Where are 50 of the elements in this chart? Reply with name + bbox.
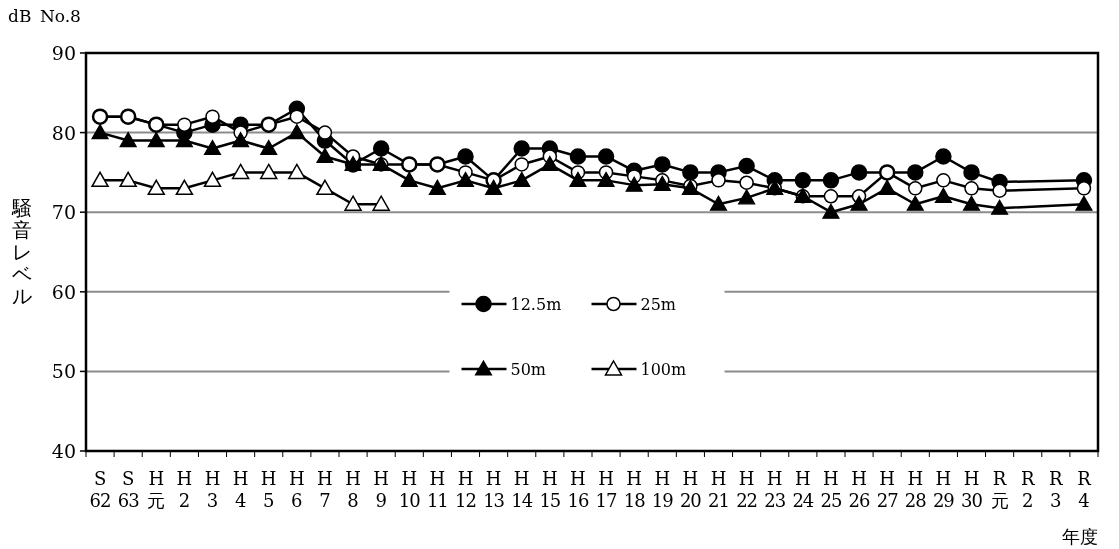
x-tick-label: H8 bbox=[345, 468, 361, 511]
x-tick-label: H18 bbox=[623, 468, 646, 511]
y-tick-label: 90 bbox=[51, 42, 76, 64]
y-tick-label: 60 bbox=[51, 280, 76, 303]
x-tick-label: H12 bbox=[455, 468, 476, 511]
legend-label: 12.5m bbox=[510, 295, 562, 314]
x-tick-label: H9 bbox=[373, 468, 390, 511]
x-tick-label: H29 bbox=[932, 468, 955, 511]
x-tick-label: H19 bbox=[651, 468, 674, 511]
x-tick-label: R2 bbox=[1020, 468, 1035, 511]
x-tick-label: H3 bbox=[204, 468, 221, 511]
y-tick-label: 40 bbox=[51, 440, 76, 462]
y-axis-title: 騒音レベル bbox=[11, 196, 32, 308]
x-tick-label: H22 bbox=[736, 468, 758, 511]
chart-title: No.8 bbox=[39, 6, 81, 26]
x-tick-label: H4 bbox=[232, 468, 249, 511]
x-tick-label: H26 bbox=[848, 468, 871, 511]
x-tick-label: H2 bbox=[176, 468, 193, 511]
x-tick-label: H20 bbox=[679, 468, 702, 511]
y-tick-label: 80 bbox=[51, 121, 76, 144]
x-tick-label: H13 bbox=[483, 468, 505, 511]
x-tick-label: H24 bbox=[792, 468, 814, 511]
x-tick-label: H30 bbox=[961, 468, 983, 511]
x-axis-title: 年度 bbox=[1061, 526, 1098, 547]
x-tick-label: H11 bbox=[426, 468, 448, 511]
text: dB bbox=[8, 6, 40, 26]
x-tick-label: R4 bbox=[1077, 468, 1092, 511]
x-tick-label: H28 bbox=[904, 468, 927, 511]
x-tick-label: H15 bbox=[539, 468, 561, 511]
y-tick-label: 70 bbox=[51, 201, 76, 224]
x-tick-label: H6 bbox=[288, 468, 305, 511]
x-tick-label: R元 bbox=[990, 468, 1009, 511]
x-tick-label: R3 bbox=[1049, 468, 1064, 511]
x-tick-label: H14 bbox=[511, 468, 533, 511]
legend-label: 25m bbox=[640, 295, 677, 314]
x-tick-label: H23 bbox=[764, 468, 786, 511]
y-tick-label: 50 bbox=[51, 360, 76, 383]
x-tick-label: H10 bbox=[398, 468, 421, 511]
x-tick-label: H21 bbox=[708, 468, 729, 511]
legend-label: 50m bbox=[510, 360, 547, 379]
x-tick-label: H元 bbox=[147, 468, 166, 511]
x-tick-label: S63 bbox=[117, 468, 140, 511]
x-tick-label: H25 bbox=[820, 468, 842, 511]
x-tick-label: S62 bbox=[89, 468, 111, 511]
x-tick-label: H17 bbox=[595, 468, 618, 511]
x-tick-label: H27 bbox=[876, 468, 899, 511]
legend-label: 100m bbox=[640, 360, 687, 379]
x-tick-label: H16 bbox=[567, 468, 589, 511]
x-tick-label: H5 bbox=[260, 468, 277, 511]
x-tick-label: H7 bbox=[317, 468, 333, 511]
